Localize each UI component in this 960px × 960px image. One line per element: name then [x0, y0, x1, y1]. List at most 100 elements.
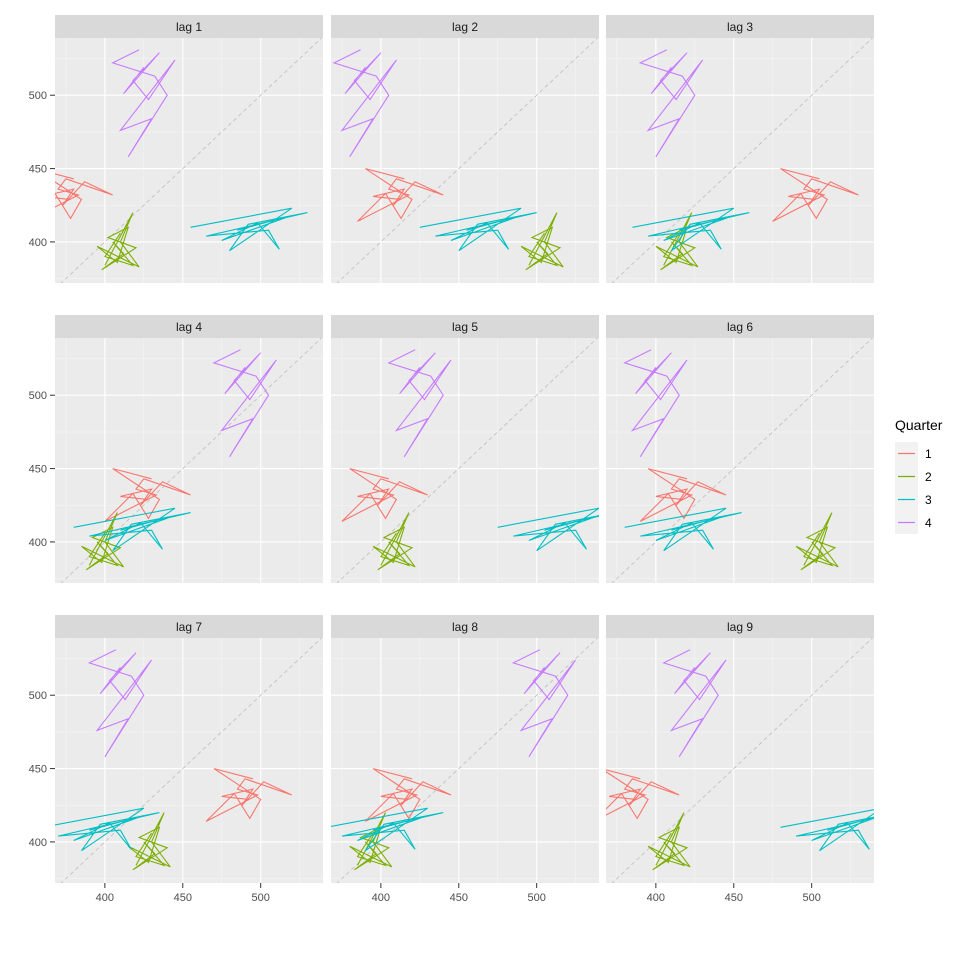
reference-line [336, 638, 598, 883]
x-axis: 400 450 500 400 450 500 400 450 500 [96, 883, 821, 904]
facet-strip [606, 315, 874, 338]
series-line-quarter-1 [772, 168, 859, 222]
series-line-quarter-1 [639, 468, 727, 522]
gridlines [331, 638, 599, 883]
x-tick-label: 500 [802, 892, 820, 904]
facet-strip [606, 615, 874, 638]
series-line-quarter-3 [331, 807, 444, 852]
facet-panel: lag 1 [55, 15, 323, 283]
series-line-quarter-4 [662, 649, 727, 758]
series-line-quarter-4 [212, 349, 277, 458]
facet-strip-label: lag 1 [176, 20, 202, 34]
series-line-quarter-3 [624, 507, 742, 552]
y-tick-label: 450 [29, 464, 47, 476]
facet-strip [606, 15, 874, 38]
series-line-quarter-3 [632, 207, 750, 252]
series-line-quarter-3 [780, 809, 874, 852]
facet-strip-label: lag 6 [727, 320, 753, 334]
series-line-quarter-2 [795, 512, 839, 571]
series-line-quarter-2 [349, 812, 393, 871]
series-line-quarter-1 [341, 468, 428, 522]
series-line-quarter-4 [87, 649, 153, 758]
facet-panel: lag 9 [606, 615, 874, 883]
legend-entry-label: 4 [925, 516, 932, 530]
y-tick-label: 400 [29, 837, 47, 849]
reference-line [611, 338, 873, 583]
legend: Quarter 1 2 3 4 [895, 417, 943, 534]
panel-background [606, 38, 874, 283]
series-line-quarter-3 [73, 507, 191, 552]
series-line-quarter-1 [55, 173, 113, 220]
series-line-quarter-4 [511, 649, 577, 758]
panel-background [55, 638, 323, 883]
series-line-quarter-1 [364, 768, 452, 822]
facet-panel: lag 4 [55, 315, 323, 583]
x-tick-label: 400 [372, 892, 390, 904]
facet-panels: lag 1 lag 2 lag 3 lag 4 lag 5 lag 6 lag 7 lag 8… [55, 15, 874, 883]
y-tick-label: 500 [29, 690, 47, 702]
reference-line [611, 638, 873, 883]
y-tick-label: 450 [29, 764, 47, 776]
series-line-quarter-4 [111, 49, 176, 158]
series-line-quarter-2 [647, 812, 691, 871]
facet-strip [331, 15, 599, 38]
series-line-quarter-1 [606, 769, 680, 820]
legend-entry-label: 3 [925, 493, 932, 507]
series-line-quarter-1 [357, 168, 444, 222]
reference-line [336, 338, 598, 583]
legend-entry-label: 2 [925, 470, 932, 484]
facet-strip [55, 315, 323, 338]
facet-strip-label: lag 3 [727, 20, 753, 34]
reference-line [336, 38, 598, 283]
facet-panel: lag 3 [606, 15, 874, 283]
reference-line [60, 638, 322, 883]
x-tick-label: 450 [174, 892, 192, 904]
reference-line [60, 338, 322, 583]
series-line-quarter-2 [520, 212, 564, 271]
facet-strip-label: lag 8 [452, 620, 478, 634]
facet-strip [55, 615, 323, 638]
series-line-quarter-4 [623, 349, 688, 458]
y-axis: 400 450 500 400 450 500 400 450 500 [29, 90, 55, 849]
series-line-quarter-4 [387, 349, 452, 458]
facet-strip-label: lag 4 [176, 320, 202, 334]
legend-keys: 1 2 3 4 [895, 442, 932, 534]
facet-strip-label: lag 2 [452, 20, 478, 34]
series-line-quarter-3 [497, 507, 599, 552]
gridlines [606, 338, 874, 583]
gridlines [55, 38, 323, 283]
gridlines [606, 38, 874, 283]
y-tick-label: 400 [29, 537, 47, 549]
gridlines [55, 638, 323, 883]
gridlines [606, 638, 874, 883]
x-tick-label: 450 [450, 892, 468, 904]
x-tick-label: 450 [725, 892, 743, 904]
panel-background [55, 38, 323, 283]
facet-panel: lag 2 [331, 15, 599, 283]
facet-panel: lag 5 [331, 315, 599, 583]
x-tick-label: 400 [647, 892, 665, 904]
panel-background [606, 638, 874, 883]
facet-strip [331, 315, 599, 338]
series-line-quarter-4 [638, 49, 704, 158]
series-line-quarter-2 [372, 512, 416, 571]
panel-background [55, 338, 323, 583]
x-tick-label: 400 [96, 892, 114, 904]
series-line-quarter-1 [104, 468, 191, 522]
y-tick-label: 450 [29, 164, 47, 176]
facet-strip-label: lag 9 [727, 620, 753, 634]
panel-background [331, 338, 599, 583]
facet-strip [331, 615, 599, 638]
legend-entry-label: 1 [925, 447, 932, 461]
facet-panel: lag 6 [606, 315, 874, 583]
x-tick-label: 500 [251, 892, 269, 904]
facet-panel: lag 7 [55, 615, 323, 883]
series-line-quarter-2 [655, 212, 699, 271]
facet-panel: lag 8 [331, 615, 599, 883]
series-line-quarter-2 [81, 512, 125, 571]
y-tick-label: 500 [29, 390, 47, 402]
series-line-quarter-2 [96, 212, 140, 271]
series-line-quarter-3 [190, 207, 308, 252]
facet-strip [55, 15, 323, 38]
